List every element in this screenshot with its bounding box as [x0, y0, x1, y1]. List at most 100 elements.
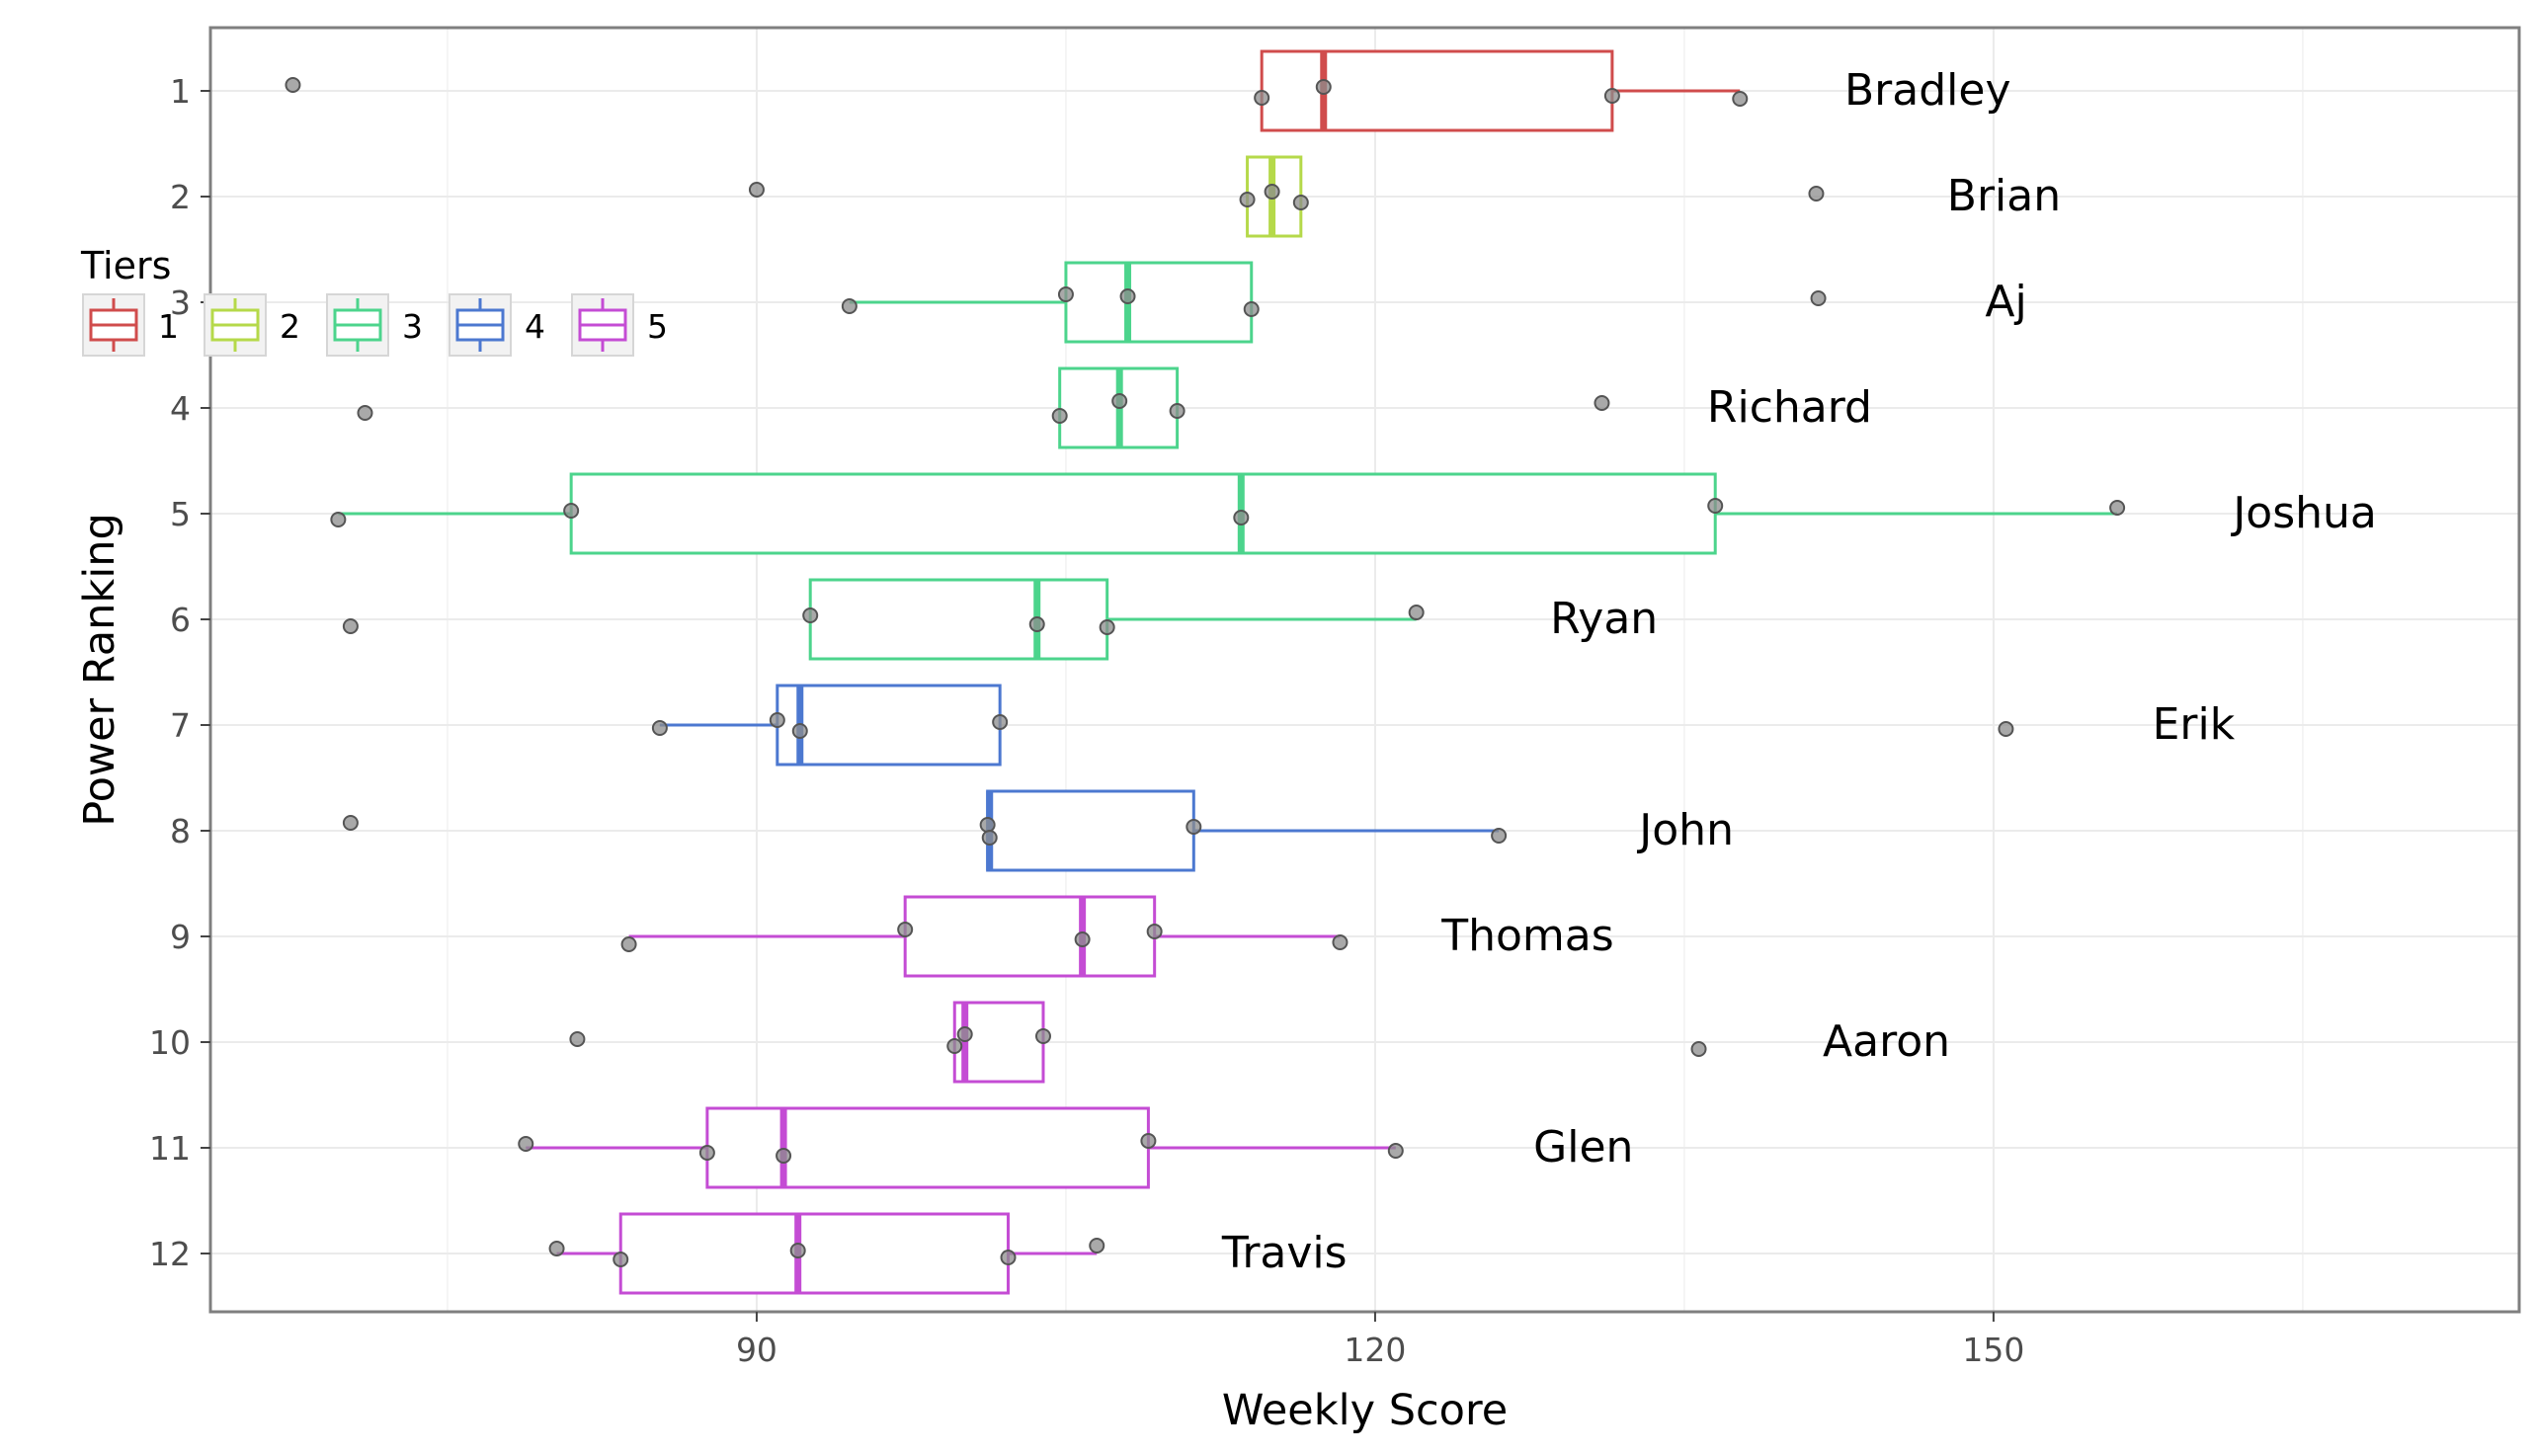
- box-rank-2: [1246, 155, 1303, 238]
- data-point: [992, 714, 1009, 730]
- data-point: [1603, 88, 1620, 104]
- data-point: [1808, 186, 1825, 202]
- box-iqr: [1064, 261, 1254, 344]
- player-name-label: Joshua: [2230, 488, 2377, 538]
- data-point: [698, 1145, 715, 1161]
- name-label-layer: Bradley Brian Aj Richard Joshua Ryan Erik John T…: [1221, 65, 2377, 1278]
- y-tick-label: 4: [170, 389, 191, 428]
- player-name-label: Ryan: [1550, 594, 1658, 644]
- player-name-label: Erik: [2153, 699, 2236, 750]
- player-name-label: Aaron: [1823, 1016, 1950, 1067]
- box-iqr: [1260, 49, 1614, 132]
- box-iqr: [705, 1106, 1150, 1189]
- data-point: [518, 1136, 534, 1152]
- y-tick-label: 2: [170, 178, 191, 216]
- data-point: [981, 830, 998, 846]
- data-point: [1099, 619, 1115, 635]
- data-point: [1111, 393, 1128, 409]
- y-tick-label: 6: [170, 601, 191, 639]
- data-point: [897, 922, 914, 937]
- data-point: [956, 1026, 973, 1042]
- legend: Tiers 1 2 3 4 5: [80, 244, 668, 357]
- data-point: [620, 936, 637, 952]
- data-point: [1233, 510, 1250, 526]
- data-point: [1332, 934, 1349, 950]
- data-point: [1594, 395, 1610, 411]
- legend-entries: 1 2 3 4 5: [82, 293, 668, 357]
- player-name-label: Richard: [1707, 382, 1872, 433]
- data-point: [1810, 290, 1827, 306]
- data-point: [1707, 498, 1724, 514]
- y-tick-label: 7: [170, 706, 191, 745]
- box-iqr: [808, 578, 1109, 661]
- player-name-label: Travis: [1221, 1228, 1348, 1278]
- data-point: [1254, 90, 1270, 106]
- legend-entry-label: 2: [280, 307, 300, 346]
- box-iqr: [618, 1212, 1011, 1295]
- data-point: [1169, 403, 1186, 419]
- y-tick-label: 3: [170, 283, 191, 322]
- box-iqr: [569, 472, 1717, 555]
- x-tick-label: 120: [1344, 1331, 1406, 1369]
- data-point: [1243, 301, 1260, 317]
- data-point: [1732, 91, 1749, 107]
- data-point: [1034, 1028, 1051, 1044]
- data-point: [979, 817, 996, 833]
- legend-title: Tiers: [80, 244, 171, 287]
- player-name-label: Thomas: [1440, 911, 1613, 961]
- data-point: [789, 1243, 806, 1258]
- data-point: [1057, 286, 1074, 302]
- legend-entry-2: 2: [204, 293, 300, 357]
- box-iqr: [903, 895, 1157, 978]
- data-point: [1119, 288, 1136, 304]
- player-name-label: Bradley: [1844, 65, 2011, 116]
- data-point: [1998, 721, 2014, 737]
- player-name-label: Glen: [1533, 1122, 1633, 1173]
- box-rank-10: [952, 1001, 1045, 1084]
- data-point: [1690, 1041, 1707, 1057]
- data-point: [1051, 408, 1068, 424]
- data-point: [802, 607, 819, 623]
- data-point: [342, 618, 359, 634]
- data-point: [748, 182, 765, 198]
- data-point: [613, 1252, 629, 1267]
- legend-entry-label: 1: [158, 307, 179, 346]
- data-point: [342, 815, 359, 831]
- y-tick-label: 9: [170, 918, 191, 956]
- legend-entry-4: 4: [449, 293, 545, 357]
- box-rank-12: [556, 1212, 1098, 1295]
- box-iqr: [986, 789, 1195, 872]
- player-name-label: Aj: [1985, 277, 2026, 327]
- x-tick-label: 90: [736, 1331, 777, 1369]
- data-point: [1264, 184, 1280, 200]
- data-point: [1000, 1250, 1017, 1265]
- data-point: [1140, 1133, 1157, 1149]
- player-name-label: John: [1636, 805, 1734, 855]
- y-tick-label: 8: [170, 812, 191, 850]
- data-point: [2109, 500, 2126, 516]
- legend-entry-5: 5: [571, 293, 668, 357]
- legend-entry-label: 5: [647, 307, 668, 346]
- data-point: [1146, 924, 1163, 939]
- box-rank-6: [808, 578, 1417, 661]
- data-point: [1239, 192, 1256, 207]
- data-point: [1292, 195, 1309, 210]
- box-rank-11: [526, 1106, 1396, 1189]
- x-tick-label: 150: [1962, 1331, 2024, 1369]
- data-point: [1408, 605, 1425, 620]
- box-rank-8: [986, 789, 1500, 872]
- y-tick-label: 11: [149, 1129, 191, 1168]
- y-axis-title: Power Ranking: [75, 513, 124, 827]
- data-point: [651, 720, 668, 736]
- y-tick-label: 12: [149, 1235, 191, 1273]
- data-point: [1387, 1143, 1404, 1159]
- box-iqr: [776, 684, 1002, 767]
- data-point: [769, 712, 785, 728]
- data-point: [548, 1241, 565, 1256]
- data-point: [330, 512, 347, 527]
- box-layer: [338, 49, 2118, 1295]
- legend-entry-label: 4: [525, 307, 545, 346]
- data-point: [791, 723, 808, 739]
